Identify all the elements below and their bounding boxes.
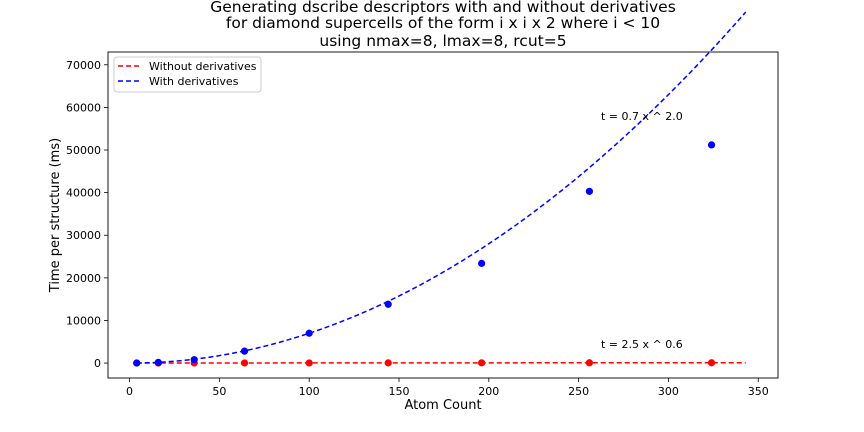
x-tick-label: 100 xyxy=(299,385,320,398)
data-point-without xyxy=(240,359,249,367)
data-point-without xyxy=(478,359,486,367)
data-point-with xyxy=(305,329,313,337)
data-point-with xyxy=(133,359,141,367)
data-point-without xyxy=(707,359,716,367)
fit-line-with xyxy=(136,11,747,364)
y-tick-label: 10000 xyxy=(66,314,101,327)
x-tick-label: 250 xyxy=(568,385,589,398)
y-tick-label: 30000 xyxy=(66,229,101,242)
x-tick-label: 300 xyxy=(658,385,679,398)
fit-annotation-with: t = 0.7 x ^ 2.0 xyxy=(601,110,683,123)
chart-title: Generating dscribe descriptors with and … xyxy=(210,0,676,50)
data-point-with xyxy=(240,347,249,355)
legend-label-with: With derivatives xyxy=(149,75,239,88)
title-line-3: using nmax=8, lmax=8, rcut=5 xyxy=(319,32,566,50)
title-line-2: for diamond supercells of the form i x i… xyxy=(226,14,660,32)
x-tick-label: 50 xyxy=(212,385,226,398)
data-point-with xyxy=(707,141,716,149)
x-tick-label: 200 xyxy=(478,385,499,398)
y-axis-label: Time per structure (ms) xyxy=(48,138,63,293)
y-tick-label: 60000 xyxy=(66,101,101,114)
data-point-with xyxy=(478,259,486,267)
y-axis-ticks: 0 10000 20000 30000 40000 50000 60000 70000 xyxy=(66,59,108,370)
x-tick-label: 150 xyxy=(388,385,409,398)
fit-annotation-without: t = 2.5 x ^ 0.6 xyxy=(601,338,683,351)
plot-frame xyxy=(107,51,779,379)
data-point-with xyxy=(384,300,392,308)
x-tick-label: 350 xyxy=(748,385,769,398)
legend-box xyxy=(113,56,262,93)
legend: Without derivatives With derivatives xyxy=(113,56,262,93)
x-axis-ticks: 0 50 100 150 200 250 300 350 xyxy=(126,378,769,398)
y-tick-label: 70000 xyxy=(66,59,101,72)
data-point-with xyxy=(154,358,162,367)
annotations: t = 0.7 x ^ 2.0 t = 2.5 x ^ 0.6 xyxy=(601,110,683,351)
data-point-without xyxy=(585,359,593,367)
y-tick-label: 20000 xyxy=(66,272,101,285)
title-line-1: Generating dscribe descriptors with and … xyxy=(210,0,676,16)
data-point-without xyxy=(305,359,313,367)
data-point-with xyxy=(585,187,593,195)
plot-area xyxy=(133,11,747,367)
data-point-with xyxy=(190,356,198,364)
x-axis-label: Atom Count xyxy=(404,398,481,413)
y-tick-label: 40000 xyxy=(66,187,101,200)
legend-label-without: Without derivatives xyxy=(149,60,257,73)
y-tick-label: 0 xyxy=(94,357,101,370)
y-tick-label: 50000 xyxy=(66,144,101,157)
data-point-without xyxy=(384,359,392,367)
x-tick-label: 0 xyxy=(126,385,133,398)
